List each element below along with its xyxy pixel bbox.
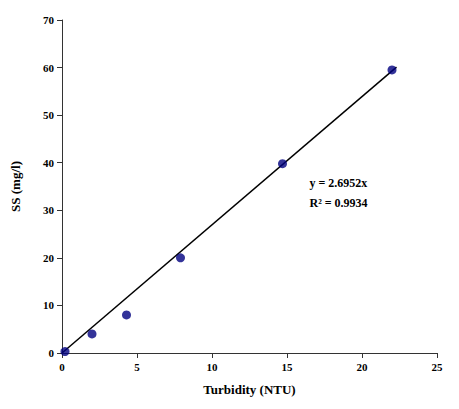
svg-text:0: 0: [59, 361, 65, 373]
svg-text:10: 10: [43, 299, 55, 311]
svg-text:20: 20: [43, 252, 55, 264]
svg-text:R² = 0.9934: R² = 0.9934: [310, 196, 368, 210]
svg-text:Turbidity (NTU): Turbidity (NTU): [203, 382, 295, 397]
svg-text:60: 60: [43, 62, 55, 74]
svg-text:y = 2.6952x: y = 2.6952x: [310, 176, 368, 190]
svg-text:0: 0: [49, 347, 55, 359]
svg-text:40: 40: [43, 157, 55, 169]
svg-text:70: 70: [43, 14, 55, 26]
svg-text:20: 20: [357, 361, 369, 373]
svg-text:SS (mg/l): SS (mg/l): [8, 161, 23, 212]
svg-text:25: 25: [432, 361, 444, 373]
svg-text:5: 5: [134, 361, 140, 373]
svg-text:50: 50: [43, 109, 55, 121]
svg-text:30: 30: [43, 204, 55, 216]
svg-text:10: 10: [207, 361, 219, 373]
svg-text:15: 15: [282, 361, 294, 373]
